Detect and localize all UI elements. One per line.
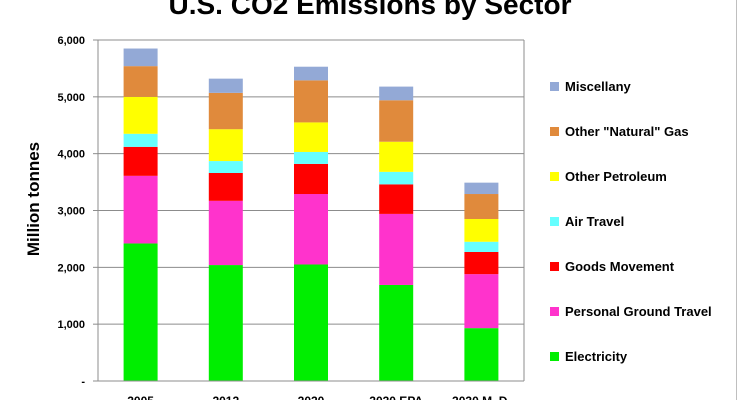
bar-segment xyxy=(208,200,243,266)
legend-swatch xyxy=(550,82,559,91)
legend-swatch xyxy=(550,307,559,316)
bar-segment xyxy=(208,161,243,173)
bar-segment xyxy=(379,100,414,142)
bar-segment xyxy=(294,151,328,164)
bar-segment xyxy=(208,129,243,162)
y-tick-label: 2,000 xyxy=(57,262,85,274)
bar-segment xyxy=(464,182,499,195)
axes: - 1,000 2,000 3,000 4,000 5,000 6,000 2005 2012 2… xyxy=(57,35,525,400)
bar-segment xyxy=(464,219,499,242)
bar-segment xyxy=(379,86,414,101)
legend: Miscellany Other "Natural" Gas Other Petro… xyxy=(550,79,712,364)
x-tick-label: 2012 xyxy=(212,394,239,400)
bar-segment xyxy=(208,172,243,201)
legend-label: Goods Movement xyxy=(565,259,675,274)
y-tick-label: 4,000 xyxy=(57,149,85,161)
bar-segment xyxy=(464,194,499,220)
bar-segment xyxy=(294,163,328,195)
bar-segment xyxy=(208,92,243,130)
bar-segment xyxy=(123,133,158,147)
bar-segment xyxy=(208,78,243,93)
legend-label: Other Petroleum xyxy=(565,169,667,184)
y-tick-label: 5,000 xyxy=(57,92,85,104)
x-tick-label: 2005 xyxy=(127,394,154,400)
y-tick-label: 6,000 xyxy=(57,35,85,47)
bar-segment xyxy=(464,274,499,329)
bar-segment xyxy=(294,80,328,123)
bar-segment xyxy=(123,146,158,176)
bar-segment xyxy=(294,264,328,381)
bar-segment xyxy=(294,122,328,152)
bar-segment xyxy=(464,328,499,381)
legend-swatch xyxy=(550,172,559,181)
legend-swatch xyxy=(550,127,559,136)
legend-swatch xyxy=(550,262,559,271)
frame-border xyxy=(736,0,737,400)
y-tick-label: - xyxy=(81,376,85,388)
legend-label: Electricity xyxy=(565,349,628,364)
y-axis-label: Million tonnes xyxy=(24,142,43,256)
bar-segment xyxy=(123,48,158,67)
chart-title: U.S. CO2 Emissions by Sector xyxy=(168,0,571,20)
x-tick-label: 2030 EPA xyxy=(369,394,423,400)
legend-label: Air Travel xyxy=(565,214,624,229)
legend-label: Other "Natural" Gas xyxy=(565,124,689,139)
bar-segment xyxy=(464,251,499,275)
bar-segment xyxy=(208,265,243,381)
x-tick-label: 2030 M. D. xyxy=(452,394,511,400)
legend-label: Miscellany xyxy=(565,79,632,94)
bar-segment xyxy=(379,171,414,185)
bar-segment xyxy=(464,241,499,252)
y-tick-label: 3,000 xyxy=(57,206,85,218)
legend-label: Personal Ground Travel xyxy=(565,304,712,319)
legend-swatch xyxy=(550,352,559,361)
bar-segment xyxy=(123,175,158,244)
bar-segment xyxy=(379,284,414,381)
bar-segment xyxy=(123,243,158,381)
bar-segment xyxy=(123,66,158,97)
bar-segment xyxy=(379,184,414,214)
bar-segment xyxy=(294,194,328,265)
legend-swatch xyxy=(550,217,559,226)
bars xyxy=(123,48,499,381)
bar-segment xyxy=(379,213,414,285)
x-tick-label: 2020 xyxy=(298,394,325,400)
bar-segment xyxy=(379,141,414,172)
y-tick-label: 1,000 xyxy=(57,319,85,331)
bar-segment xyxy=(294,66,328,81)
bar-segment xyxy=(123,96,158,134)
